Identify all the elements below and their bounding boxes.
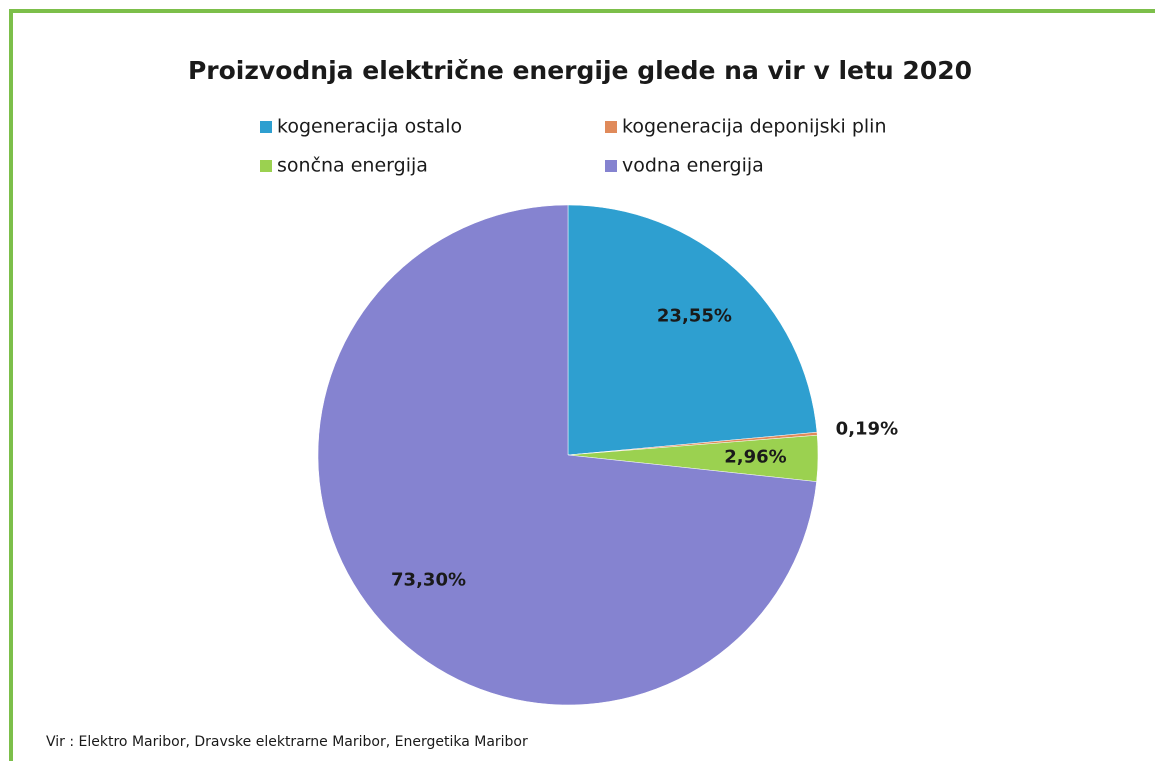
source-note: Vir : Elektro Maribor, Dravske elektrarn…: [46, 734, 528, 750]
data-label: 73,30%: [391, 569, 466, 590]
data-label: 2,96%: [724, 447, 786, 468]
legend-label: vodna energija: [622, 155, 764, 177]
chart-title: Proizvodnja električne energije glede na…: [188, 56, 972, 85]
legend-label: kogeneracija ostalo: [277, 116, 462, 138]
legend-swatch: [605, 121, 617, 133]
legend-swatch: [260, 121, 272, 133]
data-label: 0,19%: [836, 418, 898, 439]
legend-label: kogeneracija deponijski plin: [622, 116, 887, 138]
legend-swatch: [260, 160, 272, 172]
pie-slice: [317, 204, 817, 706]
data-label: 23,55%: [657, 306, 732, 327]
legend-swatch: [605, 160, 617, 172]
pie-slice: [567, 204, 818, 456]
legend-label: sončna energija: [277, 155, 428, 177]
